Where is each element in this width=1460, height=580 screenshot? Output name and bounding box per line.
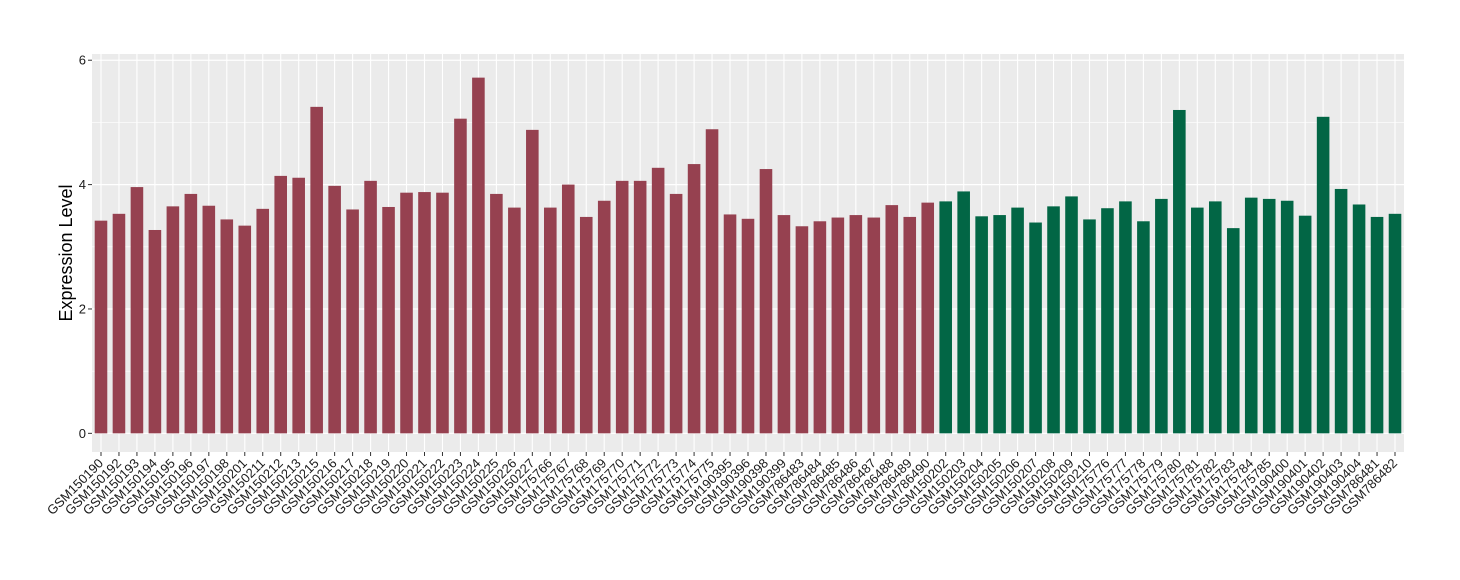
bar-GSM150208 — [1047, 206, 1060, 434]
bar-GSM150206 — [1011, 207, 1024, 434]
bar-GSM150196 — [184, 193, 198, 434]
bar-GSM786487 — [867, 217, 881, 434]
bar-GSM786481 — [1370, 216, 1384, 434]
bar-GSM175770 — [615, 180, 629, 434]
bars-layer — [94, 77, 1402, 434]
bar-GSM150194 — [148, 229, 162, 434]
bar-GSM150211 — [256, 208, 270, 434]
bar-GSM150227 — [526, 129, 539, 434]
bar-GSM190399 — [777, 215, 791, 434]
bar-GSM190404 — [1352, 204, 1366, 434]
bar-GSM786483 — [795, 226, 809, 434]
bar-GSM150225 — [490, 193, 503, 434]
bar-GSM786484 — [813, 221, 827, 434]
bar-GSM175775 — [705, 129, 719, 434]
bar-GSM190401 — [1298, 215, 1312, 434]
bar-GSM150216 — [328, 185, 341, 434]
bar-GSM150215 — [310, 106, 323, 434]
bar-GSM150226 — [508, 207, 521, 434]
bar-GSM150220 — [400, 192, 413, 434]
y-axis: 0 2 4 6 — [79, 53, 92, 441]
bar-GSM150190 — [94, 220, 108, 434]
bar-GSM175774 — [687, 164, 701, 434]
bar-GSM190400 — [1280, 200, 1294, 434]
bar-GSM175772 — [651, 167, 665, 434]
bar-GSM150192 — [112, 213, 126, 434]
bar-GSM150195 — [166, 206, 180, 434]
bar-GSM175783 — [1226, 228, 1240, 434]
bar-GSM175771 — [633, 180, 647, 434]
y-tick-label: 2 — [79, 301, 86, 316]
bar-GSM150221 — [418, 192, 431, 434]
bar-GSM150223 — [454, 118, 467, 434]
bar-GSM175782 — [1209, 201, 1222, 434]
bar-GSM175779 — [1155, 198, 1168, 434]
bar-GSM175778 — [1137, 221, 1150, 434]
bar-GSM150224 — [472, 77, 485, 434]
bar-GSM150202 — [939, 201, 952, 434]
bar-GSM150209 — [1065, 196, 1078, 434]
bar-GSM150210 — [1083, 219, 1096, 434]
bar-GSM150204 — [975, 216, 988, 434]
bar-GSM786489 — [903, 216, 917, 434]
bar-GSM150217 — [346, 209, 359, 434]
bar-GSM190396 — [741, 218, 755, 434]
bar-GSM150212 — [274, 175, 287, 434]
bar-GSM190402 — [1316, 116, 1330, 434]
bar-GSM190398 — [759, 169, 773, 434]
bar-GSM150193 — [130, 187, 144, 434]
y-axis-title: Expression Level — [56, 184, 76, 321]
bar-GSM175773 — [669, 193, 683, 434]
bar-GSM150198 — [220, 219, 234, 434]
bar-GSM786490 — [921, 202, 935, 434]
bar-GSM150219 — [382, 206, 395, 434]
bar-GSM175784 — [1244, 197, 1258, 434]
bar-GSM150222 — [436, 192, 449, 434]
bar-GSM175769 — [597, 200, 611, 434]
bar-GSM175780 — [1173, 109, 1186, 434]
bar-GSM190395 — [723, 214, 737, 434]
bar-GSM150201 — [238, 225, 252, 434]
x-axis: GSM150190GSM150192GSM150193GSM150194GSM1… — [44, 452, 1400, 518]
bar-GSM175767 — [561, 184, 575, 434]
bar-GSM150213 — [292, 177, 305, 434]
bar-GSM786482 — [1388, 213, 1402, 434]
bar-GSM150218 — [364, 180, 377, 434]
bar-GSM175777 — [1119, 201, 1132, 434]
y-tick-label: 0 — [79, 426, 86, 441]
bar-GSM786486 — [849, 215, 863, 434]
bar-GSM150203 — [957, 191, 970, 434]
y-tick-label: 4 — [79, 177, 86, 192]
bar-GSM175766 — [544, 207, 557, 434]
bar-GSM190403 — [1334, 188, 1348, 434]
y-tick-label: 6 — [79, 53, 86, 68]
bar-GSM786488 — [885, 205, 899, 434]
bar-GSM175768 — [579, 216, 593, 434]
bar-GSM175781 — [1191, 207, 1204, 434]
bar-GSM150197 — [202, 205, 216, 434]
bar-GSM175776 — [1101, 208, 1114, 434]
bar-GSM175785 — [1262, 198, 1276, 434]
bar-GSM786485 — [831, 217, 845, 434]
bar-GSM150205 — [993, 215, 1006, 434]
bar-GSM150207 — [1029, 222, 1042, 434]
